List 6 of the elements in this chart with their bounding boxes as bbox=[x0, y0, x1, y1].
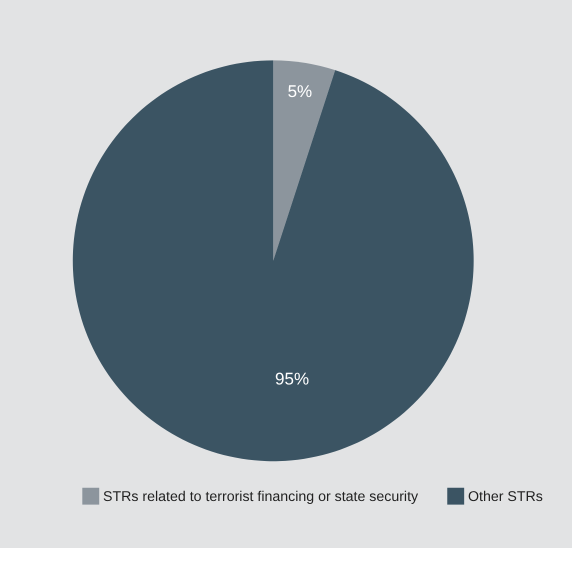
data-label: 5% bbox=[288, 82, 312, 102]
data-label: 95% bbox=[275, 369, 310, 388]
pie-slice bbox=[72, 60, 474, 462]
legend-label: STRs related to terrorist financing or state security bbox=[103, 488, 420, 505]
legend-label: Other STRs bbox=[468, 488, 543, 505]
pie-slice bbox=[273, 60, 336, 261]
